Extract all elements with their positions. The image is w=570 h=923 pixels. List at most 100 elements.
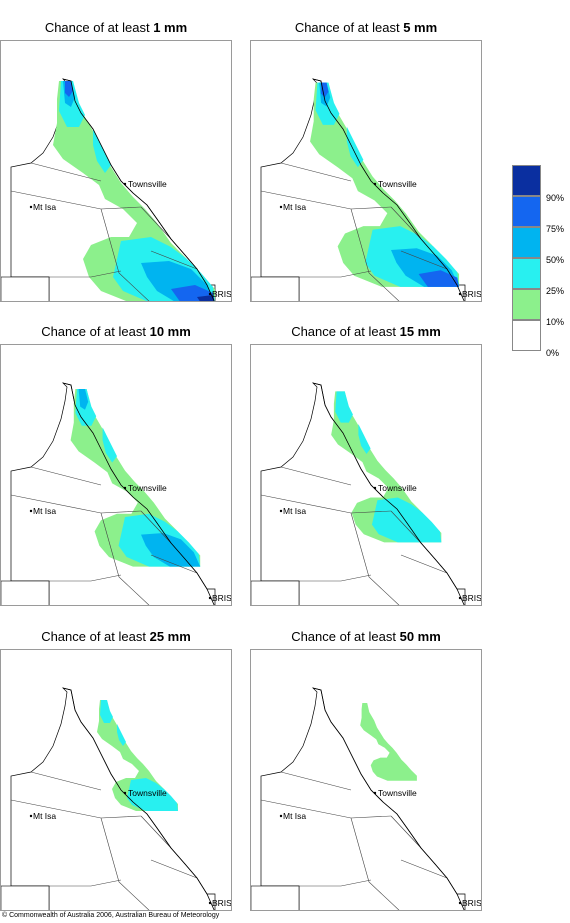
district-boundary [390, 510, 422, 544]
title-prefix: Chance of at least [41, 324, 150, 339]
rain-region-10pct [360, 703, 417, 781]
district-boundary [350, 817, 400, 910]
mt-isa-marker [279, 509, 283, 513]
rainfall-map: Townsville Mt Isa BRIS [0, 40, 232, 302]
district-boundary [49, 574, 122, 582]
legend-label-25: 25% [546, 286, 565, 296]
district-boundary [140, 510, 172, 544]
brisbane-marker [208, 901, 212, 905]
panel-title: Chance of at least 10 mm [0, 324, 232, 340]
rain-region-25pct [93, 129, 111, 173]
rain-region-25pct [346, 126, 364, 168]
mt-isa-label: Mt Isa [33, 202, 56, 212]
townsville-label: Townsville [128, 179, 167, 189]
coastline [62, 687, 215, 910]
copyright-footer: © Commonwealth of Australia 2006, Austra… [2, 912, 220, 919]
district-boundary [400, 250, 448, 270]
district-boundary [30, 162, 102, 182]
title-prefix: Chance of at least [41, 629, 150, 644]
legend-label-75: 75% [546, 224, 565, 234]
rain-region-25pct [371, 497, 442, 543]
district-boundary [49, 879, 122, 887]
mt-isa-label: Mt Isa [33, 811, 56, 821]
brisbane-marker [458, 596, 462, 600]
mt-isa-label: Mt Isa [283, 811, 306, 821]
title-amount: 25 mm [149, 629, 191, 644]
townsville-marker [123, 182, 127, 186]
rain-region-75pct [418, 270, 460, 287]
rainfall-overlay [53, 81, 215, 301]
title-amount: 15 mm [399, 324, 441, 339]
rainfall-overlay [331, 391, 442, 543]
brisbane-label: BRIS [462, 289, 482, 299]
district-boundary [140, 206, 172, 240]
legend-swatch-75 [512, 196, 541, 227]
brisbane-label: BRIS [212, 289, 232, 299]
townsville-marker [123, 791, 127, 795]
rainfall-map: Townsville Mt Isa BRIS [250, 40, 482, 302]
probability-legend: 90% 75% 50% 25% 10% 0% [512, 165, 570, 358]
title-prefix: Chance of at least [291, 324, 400, 339]
title-amount: 1 mm [153, 20, 188, 35]
mt-isa-label: Mt Isa [283, 202, 306, 212]
legend-label-0: 0% [546, 348, 560, 358]
corner-box [251, 276, 300, 301]
district-boundary [299, 574, 372, 582]
mt-isa-label: Mt Isa [283, 506, 306, 516]
district-boundary [150, 859, 198, 879]
townsville-marker [373, 486, 377, 490]
panel-title: Chance of at least 25 mm [0, 629, 232, 645]
title-prefix: Chance of at least [44, 20, 154, 35]
rainfall-overlay [310, 82, 460, 287]
coastline [62, 78, 215, 301]
district-boundary [30, 466, 102, 486]
brisbane-marker [458, 292, 462, 296]
mt-isa-marker [29, 509, 33, 513]
coastline [312, 382, 465, 605]
title-amount: 50 mm [399, 629, 441, 644]
townsville-label: Townsville [378, 179, 417, 189]
district-boundary [49, 270, 122, 278]
coastline [62, 382, 215, 605]
district-boundary [350, 208, 400, 301]
rain-region-25pct [117, 724, 126, 746]
brisbane-label: BRIS [462, 898, 482, 908]
state-boundary [260, 382, 466, 605]
district-boundary [299, 879, 372, 887]
corner-box [251, 580, 300, 605]
brisbane-label: BRIS [212, 593, 232, 603]
mt-isa-marker [279, 205, 283, 209]
coastline [312, 78, 465, 301]
mt-isa-marker [29, 205, 33, 209]
district-boundary [299, 270, 372, 278]
brisbane-label: BRIS [462, 593, 482, 603]
district-boundary [390, 815, 422, 849]
legend-swatch-90 [512, 165, 541, 196]
district-boundary [280, 771, 352, 791]
district-boundary [100, 512, 150, 605]
district-boundary [150, 250, 198, 270]
coastline [312, 687, 465, 910]
district-boundary [350, 512, 400, 605]
townsville-marker [123, 486, 127, 490]
brisbane-marker [208, 292, 212, 296]
district-boundary [400, 859, 448, 879]
panel-title: Chance of at least 15 mm [250, 324, 482, 340]
legend-swatch-10 [512, 289, 541, 320]
rain-region-25pct [358, 424, 371, 454]
rain-region-90pct [197, 295, 215, 301]
townsville-label: Townsville [128, 788, 167, 798]
corner-box [1, 885, 50, 910]
district-boundary [30, 771, 102, 791]
mt-isa-marker [279, 814, 283, 818]
brisbane-marker [208, 596, 212, 600]
rain-region-75pct [65, 81, 73, 97]
district-boundary [150, 554, 198, 574]
rainfall-map: Townsville Mt Isa BRIS [250, 649, 482, 911]
state-boundary [10, 382, 216, 605]
district-boundary [100, 208, 150, 301]
corner-box [251, 885, 300, 910]
title-amount: 5 mm [403, 20, 438, 35]
panel-title: Chance of at least 1 mm [0, 20, 232, 36]
legend-swatch-0 [512, 320, 541, 351]
